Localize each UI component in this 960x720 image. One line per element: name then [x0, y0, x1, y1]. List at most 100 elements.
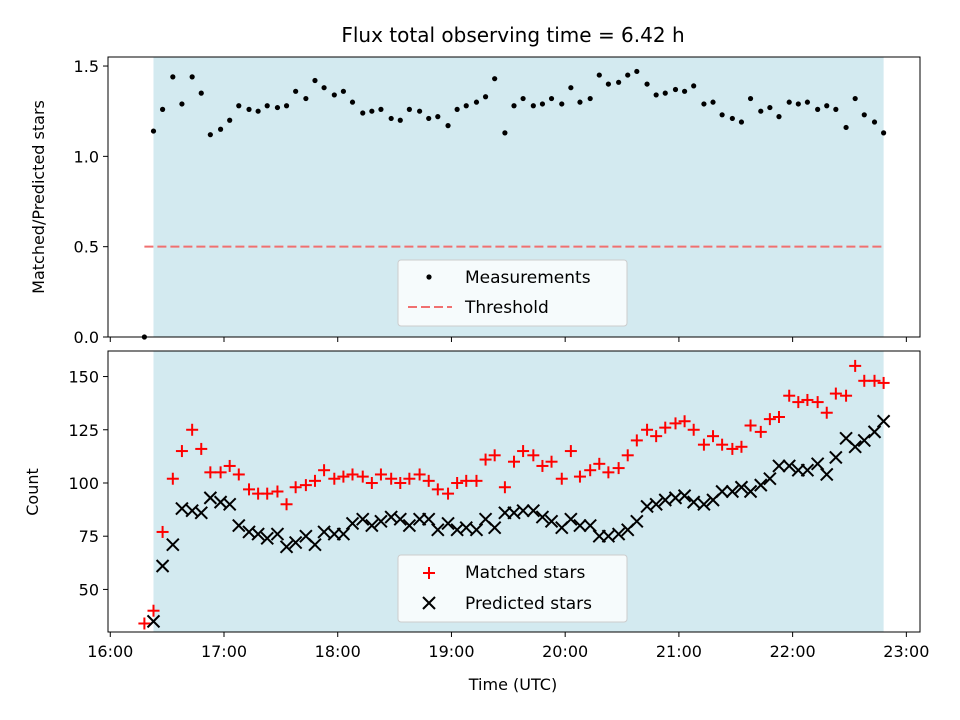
matched-star-point [726, 442, 739, 455]
matched-star-point [431, 483, 444, 496]
measurement-point [502, 130, 508, 136]
y-tick-label: 125 [68, 421, 99, 440]
measurement-point [378, 106, 384, 112]
predicted-star-point [763, 472, 777, 486]
measurement-point [198, 90, 204, 96]
measurement-point [634, 68, 640, 75]
measurement-point [274, 104, 281, 111]
y-tick-label: 1.0 [74, 147, 99, 166]
matched-star-point [593, 457, 606, 470]
y-tick-label: 50 [79, 580, 99, 599]
matched-star-point [156, 525, 169, 538]
matched-star-point [299, 479, 312, 492]
measurement-point [653, 92, 659, 98]
predicted-star-point [611, 527, 626, 541]
measurement-point [596, 72, 602, 78]
predicted-star-point [782, 459, 796, 473]
matched-star-point [385, 472, 398, 485]
matched-star-point [508, 455, 520, 468]
matched-star-point [328, 472, 341, 485]
measurement-point [340, 88, 347, 94]
matched-star-point [716, 438, 729, 451]
predicted-star-point [810, 457, 825, 471]
matched-star-point [536, 459, 549, 472]
measurement-point [530, 103, 536, 109]
matched-star-point [621, 449, 634, 462]
measurements-points [141, 68, 887, 340]
measurement-point [833, 106, 839, 112]
measurement-point [321, 85, 327, 91]
matched-star-point [517, 445, 530, 458]
matched-star-point [584, 464, 597, 477]
measurement-point [369, 108, 375, 114]
measurement-point [559, 101, 565, 107]
predicted-star-point [288, 535, 303, 550]
matched-star-point [356, 470, 369, 483]
measurement-point [548, 95, 555, 102]
measurement-point [189, 74, 195, 80]
measurement-point [786, 99, 792, 105]
measurement-point [539, 101, 546, 107]
measurement-point [644, 81, 650, 87]
measurement-point [852, 95, 858, 102]
measurement-point [283, 103, 290, 109]
matched-star-point [669, 417, 682, 430]
predicted-star-point [516, 503, 530, 518]
predicted-star-point [393, 512, 407, 526]
predicted-star-point [800, 463, 815, 477]
top-legend-box [397, 259, 628, 327]
measurement-point [672, 86, 679, 93]
predicted-star-point [336, 527, 351, 541]
predicted-star-point [526, 503, 541, 518]
matched-star-point [223, 459, 236, 472]
x-tick-label: 23:00 [883, 642, 929, 661]
matched-star-point [573, 470, 586, 483]
x-tick-label: 22:00 [770, 642, 816, 661]
predicted-star-point [308, 538, 322, 552]
matched-star-point [555, 472, 568, 485]
predicted-star-point [175, 501, 189, 516]
predicted-star-point [544, 514, 559, 529]
predicted-star-point [734, 480, 749, 494]
matched-star-point [650, 430, 663, 443]
matched-star-point [289, 481, 302, 494]
y-tick-label: 100 [68, 474, 99, 493]
y-tick-label: 150 [68, 368, 99, 387]
measurement-point [445, 123, 451, 129]
matched-star-point [697, 438, 710, 451]
y-tick-label: 1.5 [74, 57, 99, 76]
bottom-legend: Matched stars Predicted stars [397, 554, 628, 623]
predicted-star-point [317, 525, 331, 539]
measurement-point [662, 90, 668, 96]
matched-star-point [232, 468, 245, 481]
measurement-point [454, 106, 460, 112]
legend-threshold-label: Threshold [464, 298, 549, 318]
measurement-point [255, 108, 261, 114]
legend-measurements-marker [426, 274, 432, 280]
matched-star-point [801, 393, 814, 406]
matched-star-point [308, 474, 321, 487]
legend-measurements-label: Measurements [465, 268, 591, 288]
predicted-star-point [345, 516, 360, 531]
measurement-point [406, 106, 412, 112]
top-y-axis-label: Matched/Predicted stars [29, 100, 48, 294]
matched-star-point [687, 423, 700, 436]
measurement-point [681, 88, 688, 94]
legend-matched-label: Matched stars [465, 563, 585, 583]
predicted-star-point [658, 493, 672, 507]
top-legend: Measurements Threshold [397, 259, 628, 327]
predicted-star-point [203, 491, 218, 505]
matched-star-point [641, 423, 654, 436]
measurement-point [331, 92, 337, 98]
predicted-star-point [356, 512, 370, 526]
bottom-legend-box [397, 554, 628, 623]
measurement-point [568, 85, 574, 91]
measurement-point [293, 88, 299, 94]
predicted-star-point [725, 484, 740, 499]
predicted-star-point [155, 559, 170, 573]
predicted-star-point [431, 523, 445, 537]
matched-star-point [820, 406, 833, 419]
predicted-star-point [421, 512, 436, 526]
predicted-star-point [535, 510, 550, 524]
measurement-point [473, 99, 480, 105]
